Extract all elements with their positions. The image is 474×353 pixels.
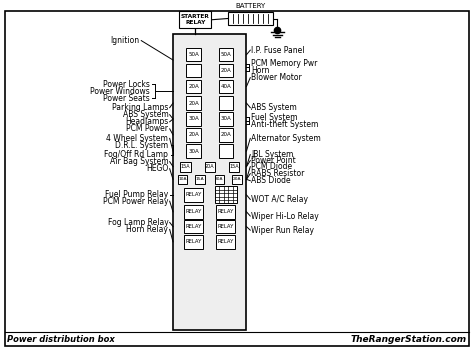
- Bar: [219, 112, 233, 126]
- Text: RELAY: RELAY: [218, 224, 234, 229]
- Text: Power Windows: Power Windows: [90, 86, 150, 96]
- Bar: [186, 96, 201, 110]
- Text: TheRangerStation.com: TheRangerStation.com: [351, 335, 467, 344]
- Text: ABS System: ABS System: [251, 103, 297, 112]
- Text: 30A: 30A: [188, 116, 199, 121]
- Text: 20A: 20A: [205, 164, 215, 169]
- Text: JBL System: JBL System: [251, 150, 293, 159]
- Text: Wiper Hi-Lo Relay: Wiper Hi-Lo Relay: [251, 211, 319, 221]
- Bar: [215, 175, 224, 184]
- Text: I.P. Fuse Panel: I.P. Fuse Panel: [251, 46, 305, 55]
- Text: Fog Lamp Relay: Fog Lamp Relay: [108, 218, 168, 227]
- Text: 30A: 30A: [220, 116, 231, 121]
- Text: Horn Relay: Horn Relay: [127, 225, 168, 234]
- Text: Fog/Off Rd Lamp: Fog/Off Rd Lamp: [104, 150, 168, 159]
- Text: Fuel Pump Relay: Fuel Pump Relay: [105, 190, 168, 199]
- Text: Blower Motor: Blower Motor: [251, 73, 302, 82]
- Bar: [228, 12, 273, 25]
- Bar: [178, 175, 187, 184]
- Text: RELAY: RELAY: [185, 192, 202, 197]
- Text: PCM Diode: PCM Diode: [251, 162, 292, 171]
- Bar: [186, 64, 201, 77]
- Text: Anti-theft System: Anti-theft System: [251, 120, 319, 129]
- Text: 10A: 10A: [178, 177, 187, 181]
- Text: ABS System: ABS System: [122, 110, 168, 119]
- Bar: [186, 80, 201, 93]
- Bar: [219, 80, 233, 93]
- Text: Wiper Run Relay: Wiper Run Relay: [251, 226, 314, 235]
- Bar: [186, 48, 201, 61]
- Text: ABS Diode: ABS Diode: [251, 176, 291, 185]
- Text: Power Locks: Power Locks: [103, 79, 150, 89]
- Bar: [184, 188, 203, 202]
- Text: 20A: 20A: [220, 132, 231, 137]
- Text: D.R.L. System: D.R.L. System: [115, 141, 168, 150]
- Text: Air Bag System: Air Bag System: [109, 157, 168, 166]
- Bar: [184, 220, 203, 233]
- Text: Parking Lamps: Parking Lamps: [112, 103, 168, 112]
- Text: 40A: 40A: [220, 84, 231, 89]
- Bar: [219, 64, 233, 77]
- Bar: [184, 205, 203, 219]
- Text: Fuel System: Fuel System: [251, 113, 298, 122]
- Text: RABS Resistor: RABS Resistor: [251, 169, 305, 178]
- Text: PCM Power: PCM Power: [126, 124, 168, 133]
- Bar: [217, 235, 236, 249]
- Text: 4 Wheel System: 4 Wheel System: [106, 134, 168, 143]
- Bar: [217, 205, 236, 219]
- Bar: [219, 96, 233, 110]
- Text: 20A: 20A: [233, 177, 241, 181]
- Text: Power Point: Power Point: [251, 156, 296, 165]
- Text: Power Seats: Power Seats: [103, 94, 150, 103]
- Bar: [186, 144, 201, 158]
- Text: 30A: 30A: [215, 177, 224, 181]
- Bar: [184, 235, 203, 249]
- Text: Horn: Horn: [251, 66, 270, 75]
- Text: HEGO: HEGO: [146, 164, 168, 173]
- Bar: [217, 220, 236, 233]
- Bar: [186, 128, 201, 142]
- Bar: [229, 162, 239, 172]
- Text: RELAY: RELAY: [185, 209, 202, 214]
- Bar: [219, 144, 233, 158]
- Bar: [173, 34, 246, 330]
- Text: Alternator System: Alternator System: [251, 134, 321, 143]
- Bar: [179, 11, 211, 28]
- Text: WOT A/C Relay: WOT A/C Relay: [251, 195, 308, 204]
- Bar: [232, 175, 242, 184]
- Text: 15A: 15A: [196, 177, 204, 181]
- Bar: [186, 112, 201, 126]
- Text: STARTER
RELAY: STARTER RELAY: [181, 14, 210, 25]
- Text: 15A: 15A: [229, 164, 239, 169]
- Text: 30A: 30A: [188, 149, 199, 154]
- Text: 20A: 20A: [188, 84, 199, 89]
- Text: 20A: 20A: [188, 132, 199, 137]
- Text: BATTERY: BATTERY: [235, 3, 265, 9]
- Text: RELAY: RELAY: [185, 224, 202, 229]
- Bar: [215, 186, 237, 203]
- Text: 15A: 15A: [181, 164, 191, 169]
- Bar: [219, 48, 233, 61]
- Bar: [195, 175, 205, 184]
- Text: Power distribution box: Power distribution box: [7, 335, 115, 344]
- Text: RELAY: RELAY: [185, 239, 202, 244]
- Text: 50A: 50A: [188, 52, 199, 57]
- Text: Headlamps: Headlamps: [125, 117, 168, 126]
- Text: PCM Memory Pwr: PCM Memory Pwr: [251, 59, 318, 68]
- Text: RELAY: RELAY: [218, 209, 234, 214]
- Text: 50A: 50A: [220, 52, 231, 57]
- Bar: [219, 128, 233, 142]
- Text: PCM Power Relay: PCM Power Relay: [103, 197, 168, 206]
- Text: 20A: 20A: [188, 101, 199, 106]
- Bar: [180, 162, 191, 172]
- Text: Ignition: Ignition: [111, 36, 140, 45]
- Bar: [205, 162, 215, 172]
- Text: 20A: 20A: [220, 68, 231, 73]
- Text: RELAY: RELAY: [218, 239, 234, 244]
